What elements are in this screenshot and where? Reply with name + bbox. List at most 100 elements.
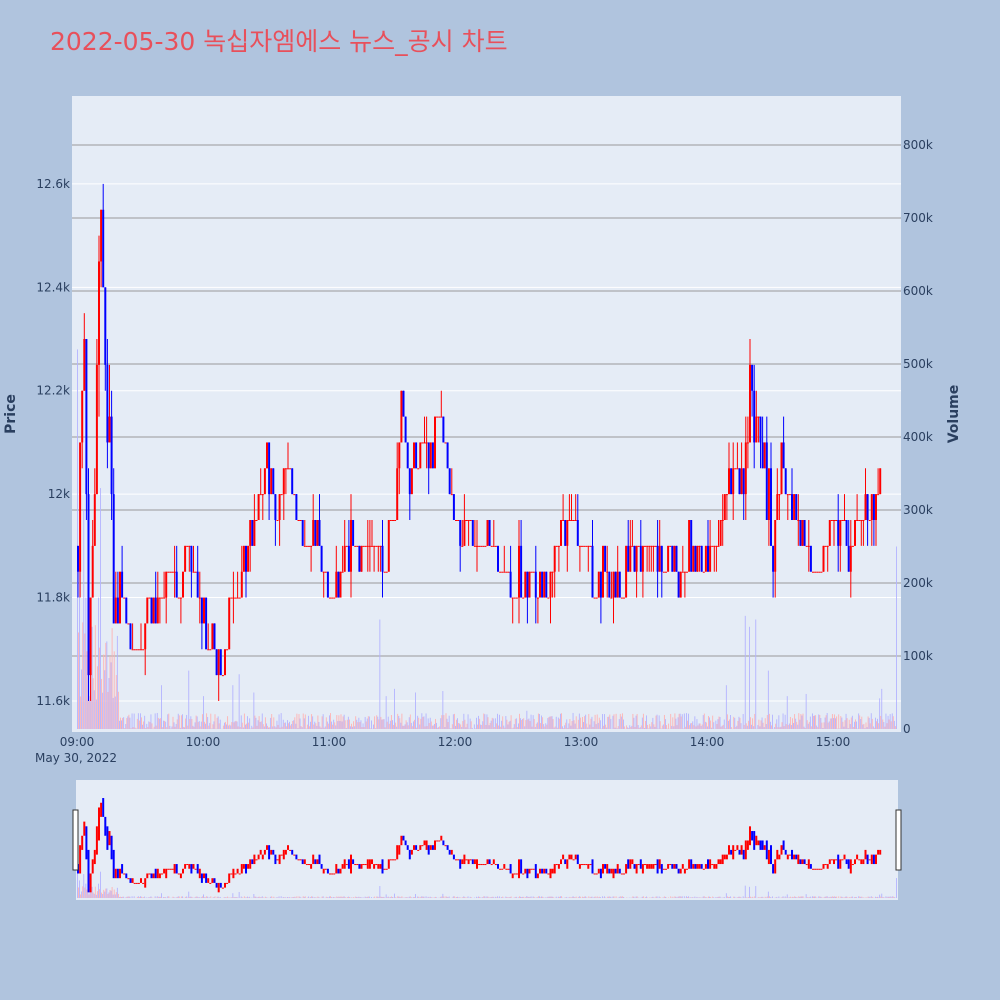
volume-bar — [467, 714, 469, 729]
volume-bar — [119, 720, 120, 729]
mini-volume-bar — [469, 896, 471, 898]
mini-candle — [251, 859, 254, 865]
mini-volume-bar — [104, 891, 106, 898]
mini-volume-bar — [871, 896, 873, 898]
candle-body — [709, 545, 712, 572]
candle-body — [667, 545, 670, 572]
mini-candle — [629, 859, 632, 869]
mini-candle — [259, 849, 262, 855]
mini-candle — [173, 864, 176, 874]
mini-volume-bar — [113, 889, 115, 898]
candle-body — [266, 442, 268, 469]
mini-volume-bar — [687, 897, 688, 898]
volume-bar — [351, 723, 352, 729]
mini-candle — [612, 868, 615, 879]
volume-bar — [86, 651, 88, 729]
candle-body — [801, 520, 804, 546]
mini-volume-bar — [190, 896, 192, 898]
candle-body — [793, 494, 796, 520]
mini-volume-bar — [793, 897, 794, 898]
candle-body — [100, 209, 103, 262]
mini-volume-bar — [176, 896, 178, 898]
mini-volume-bar — [726, 896, 728, 898]
mini-candle — [158, 873, 161, 879]
volume-bar — [469, 718, 471, 729]
mini-volume-bar — [584, 896, 586, 898]
mini-volume-bar — [378, 896, 380, 898]
candle-body — [278, 494, 281, 520]
mini-candle — [226, 882, 229, 884]
volume-bar — [896, 546, 897, 729]
volume-bar — [708, 715, 709, 729]
candle-body — [635, 545, 638, 572]
volume-bar — [887, 715, 889, 729]
candlestick-series — [77, 183, 882, 701]
volume-bar — [820, 718, 822, 729]
volume-bar — [359, 722, 361, 729]
range-slider-right-handle[interactable] — [895, 809, 902, 871]
volume-bar — [755, 619, 757, 729]
candle-body — [690, 520, 693, 572]
main-plot-area[interactable] — [72, 96, 901, 732]
mini-candle — [381, 859, 384, 874]
candle-body — [530, 571, 533, 573]
mini-volume-bar — [652, 896, 654, 898]
volume-bar — [520, 718, 521, 729]
mini-candle — [854, 859, 856, 865]
volume-bar — [425, 713, 427, 729]
volume-bar — [293, 720, 295, 729]
volume-bar — [719, 717, 721, 729]
volume-bar — [786, 696, 788, 729]
mini-volume-bar — [635, 896, 637, 898]
mini-candle — [452, 854, 455, 860]
candle-body — [121, 571, 124, 598]
mini-volume-bar — [322, 896, 324, 898]
volume-bar — [666, 725, 667, 729]
candle-body — [364, 545, 367, 547]
candle-body — [719, 520, 722, 546]
volume-bar — [635, 715, 637, 729]
mini-candle — [427, 845, 430, 855]
volume-bar — [655, 715, 657, 729]
mini-candle — [169, 868, 172, 870]
mini-volume-bar — [94, 886, 96, 898]
volume-bar — [518, 723, 519, 729]
volume-bar — [298, 714, 300, 729]
mini-volume-bar — [107, 893, 109, 898]
mini-volume-bar — [401, 896, 403, 898]
mini-volume-bar — [881, 893, 883, 898]
candle-body — [440, 416, 443, 418]
mini-candle — [774, 859, 777, 874]
mini-candle — [784, 849, 787, 855]
mini-candle — [83, 821, 86, 836]
volume-bar — [665, 719, 666, 729]
mini-volume-bar — [551, 896, 553, 898]
candle-body — [425, 442, 428, 444]
volume-bar — [94, 625, 96, 729]
mini-volume-bar — [784, 896, 786, 898]
volume-bar — [288, 723, 289, 729]
volume-bar — [77, 349, 78, 729]
mini-volume-bar — [607, 896, 609, 898]
volume-bar — [324, 726, 326, 729]
volume-bar — [574, 723, 576, 729]
mini-volume-bar — [794, 896, 796, 898]
mini-volume-bar — [749, 886, 750, 898]
volume-bar — [280, 713, 282, 729]
mini-volume-bar — [555, 896, 557, 898]
range-slider-left-handle[interactable] — [72, 809, 79, 871]
mini-volume-bar — [489, 897, 491, 898]
candle-body — [625, 545, 628, 598]
volume-bar — [780, 726, 782, 729]
volume-bar — [777, 727, 779, 729]
volume-bar — [495, 723, 497, 729]
volume-bar — [619, 713, 621, 729]
volume-bar — [694, 716, 696, 729]
volume-bar — [431, 725, 433, 729]
range-slider[interactable] — [76, 780, 898, 900]
mini-candle — [644, 864, 646, 866]
mini-candle — [125, 873, 128, 879]
mini-volume-bar — [257, 897, 259, 898]
mini-candle — [81, 835, 84, 850]
